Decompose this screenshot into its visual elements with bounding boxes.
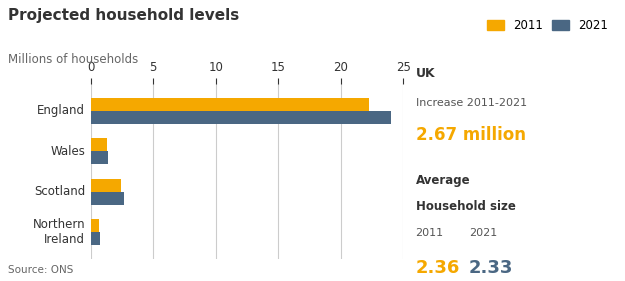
Text: Source: ONS: Source: ONS xyxy=(8,265,73,275)
Text: 2011: 2011 xyxy=(416,228,444,238)
Bar xyxy=(91,232,100,245)
Text: Millions of households: Millions of households xyxy=(8,53,138,66)
Text: Average: Average xyxy=(416,174,470,187)
Bar xyxy=(91,179,121,192)
Text: Household size: Household size xyxy=(416,200,516,212)
Text: UK: UK xyxy=(416,67,435,80)
Text: 2021: 2021 xyxy=(469,228,497,238)
Bar xyxy=(91,151,108,164)
Bar xyxy=(91,111,391,124)
Text: 2.33: 2.33 xyxy=(469,259,513,277)
Text: 2.36: 2.36 xyxy=(416,259,460,277)
Text: 2.67 million: 2.67 million xyxy=(416,126,526,144)
Bar xyxy=(91,192,124,205)
Text: Projected household levels: Projected household levels xyxy=(8,8,239,23)
Bar xyxy=(91,98,369,111)
Bar xyxy=(91,138,107,151)
Text: Increase 2011-2021: Increase 2011-2021 xyxy=(416,98,527,108)
Legend: 2011, 2021: 2011, 2021 xyxy=(482,14,613,37)
Bar xyxy=(91,219,99,232)
